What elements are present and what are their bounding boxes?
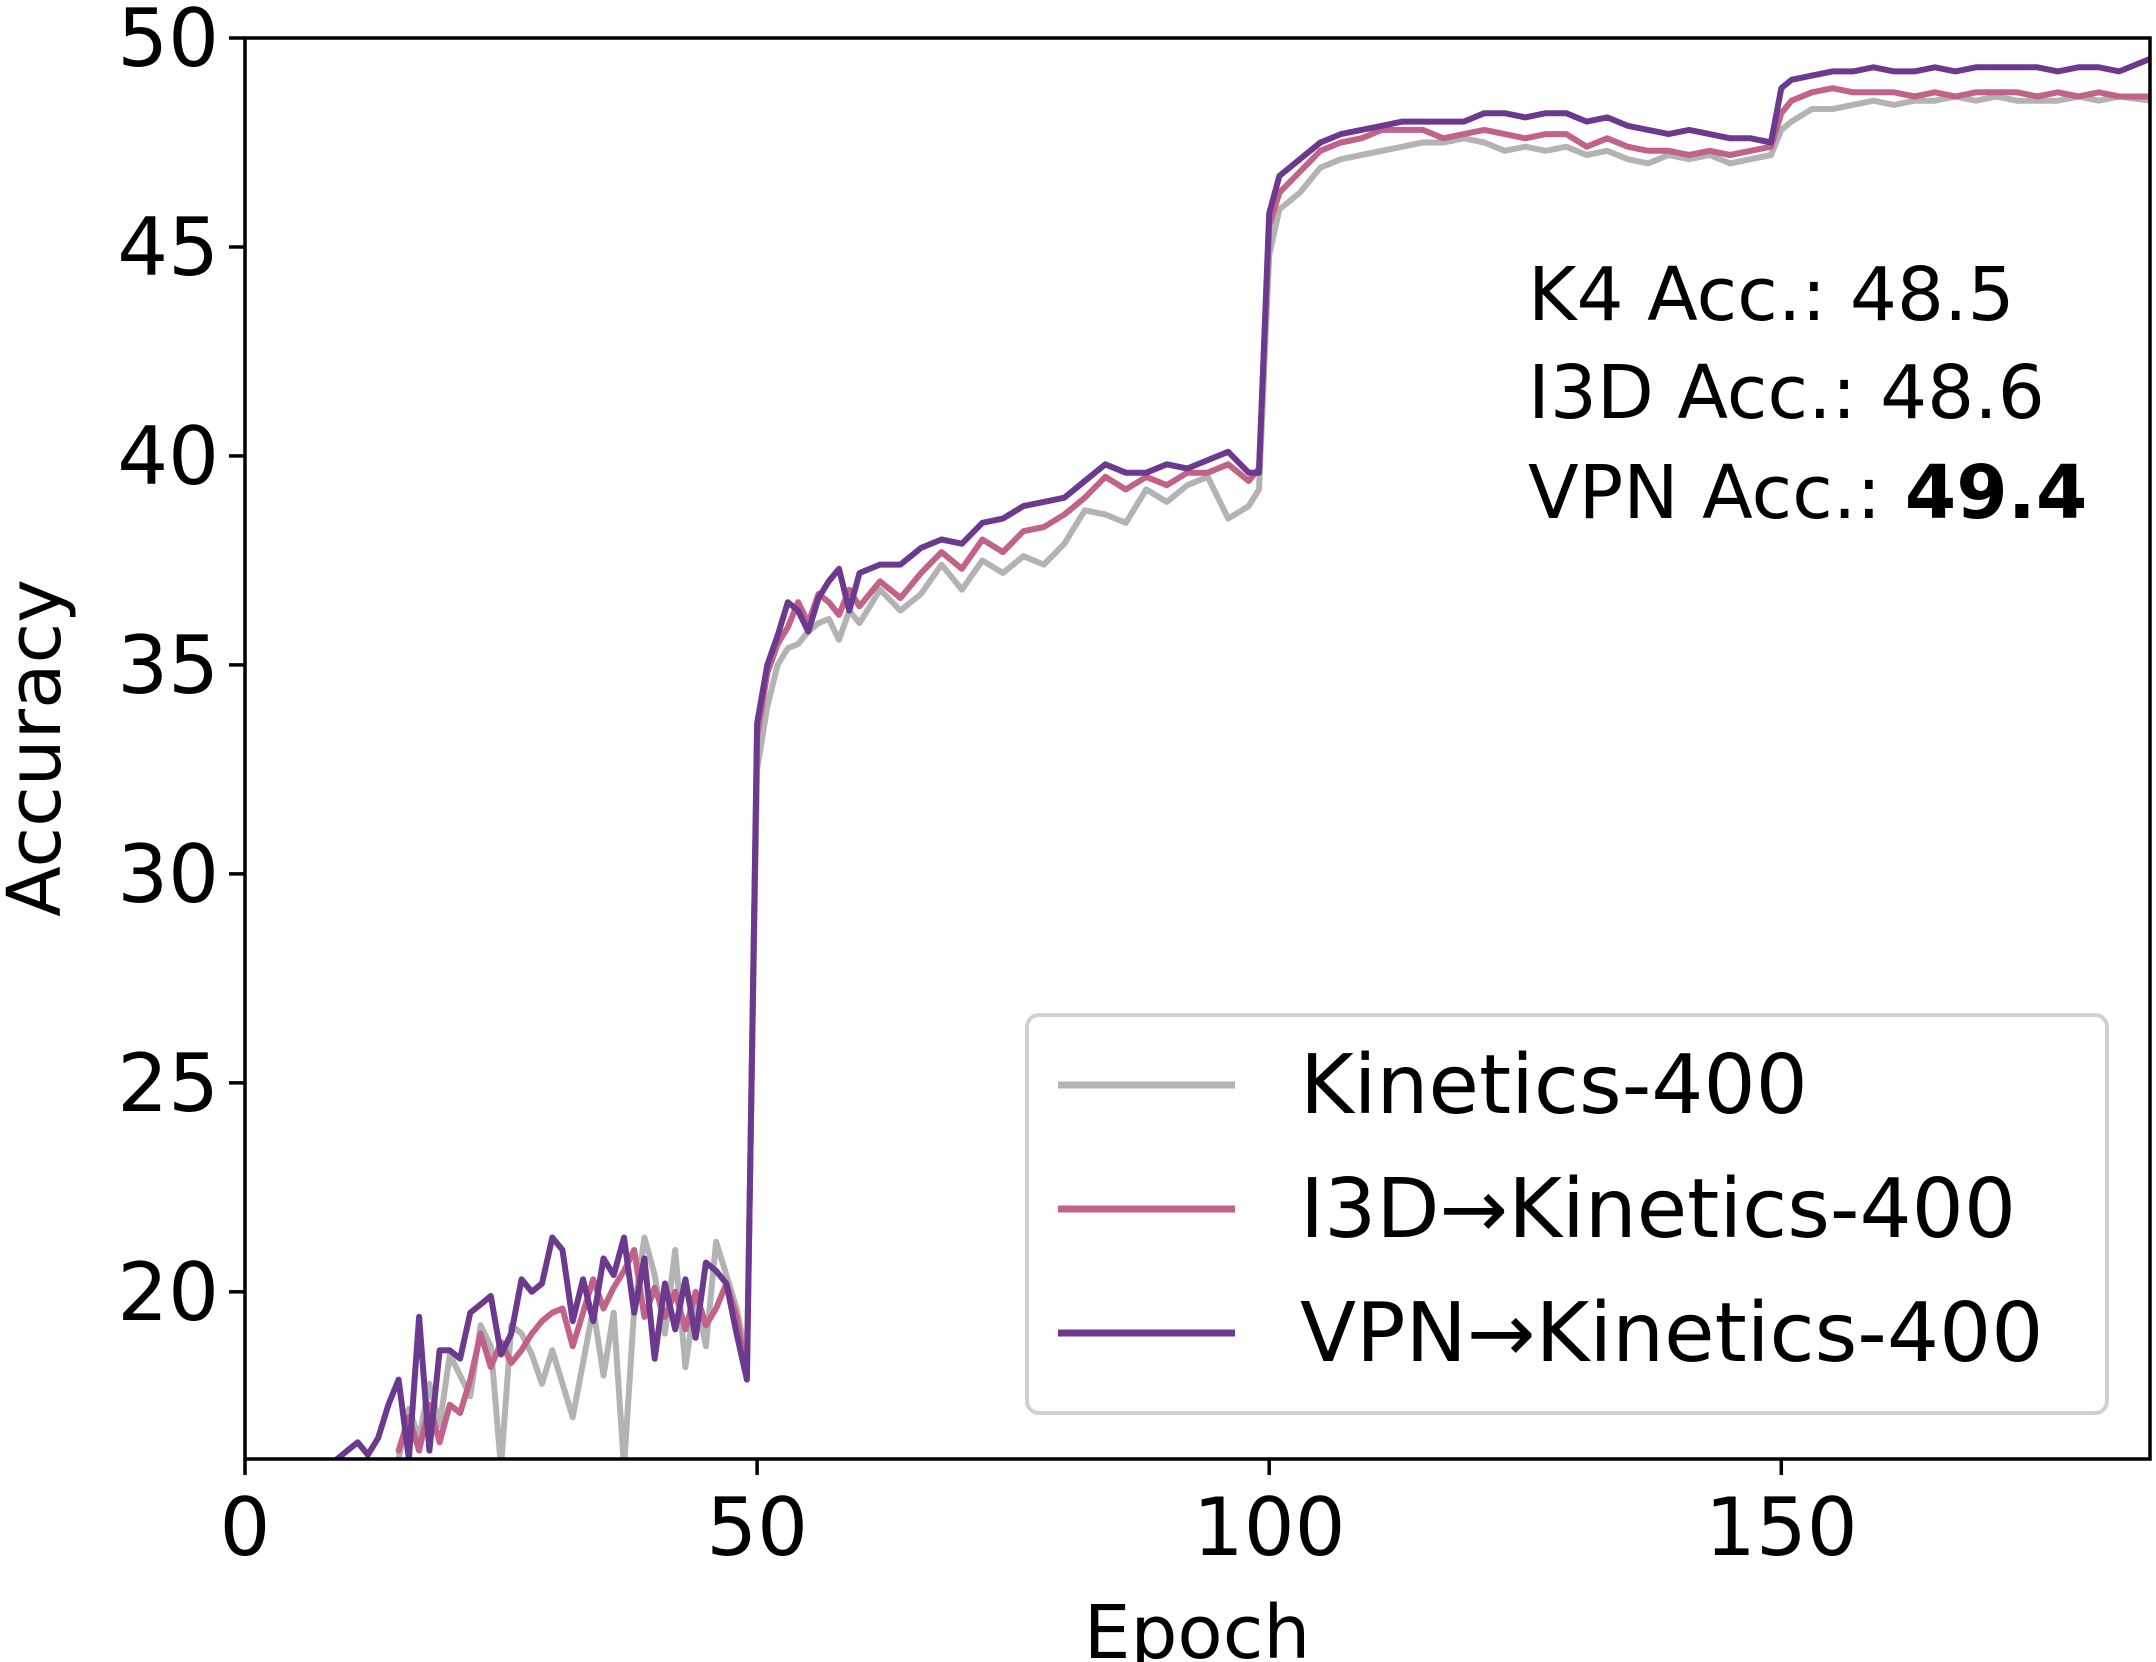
- y-tick-label: 35: [117, 619, 219, 712]
- plot-frame: [243, 36, 2152, 1461]
- legend-box: [1025, 1013, 2109, 1415]
- y-tick-label: 50: [117, 0, 219, 85]
- accuracy-annotation: K4 Acc.: 48.5 I3D Acc.: 48.6 VPN Acc.: 4…: [1528, 252, 2087, 536]
- annot-k4-value: 48.5: [1850, 252, 2015, 338]
- legend: Kinetics-400 I3D→Kinetics-400 VPN→Kineti…: [1025, 1013, 2109, 1415]
- series-line-kinetics-400: [395, 93, 2150, 1459]
- series-layer: [334, 55, 2150, 1459]
- legend-label-kinetics: Kinetics-400: [1300, 1038, 1808, 1133]
- x-tick-label: 0: [220, 1481, 271, 1574]
- x-axis-title: Epoch: [1084, 1590, 1311, 1662]
- legend-label-vpn: VPN→Kinetics-400: [1300, 1286, 2043, 1381]
- annot-k4-label: K4 Acc.:: [1528, 252, 1850, 338]
- y-axis-title: Accuracy: [0, 579, 78, 917]
- annot-vpn-value: 49.4: [1905, 450, 2088, 536]
- series-line-vpn-kinetics-400: [334, 55, 2150, 1459]
- legend-label-i3d: I3D→Kinetics-400: [1300, 1162, 2016, 1257]
- x-tick-label: 150: [1705, 1481, 1858, 1574]
- y-tick-label: 45: [117, 201, 219, 294]
- annot-vpn: VPN Acc.: 49.4: [1528, 450, 2087, 536]
- x-tick-label: 50: [706, 1481, 808, 1574]
- y-tick-label: 20: [117, 1246, 219, 1339]
- x-axis-ticks: 0 50 100 150: [220, 1459, 1858, 1574]
- annot-k4: K4 Acc.: 48.5: [1528, 252, 2015, 338]
- x-tick-label: 100: [1193, 1481, 1346, 1574]
- annot-i3d-value: 48.6: [1880, 350, 2045, 436]
- annot-i3d-label: I3D Acc.:: [1528, 350, 1880, 436]
- y-tick-label: 25: [117, 1037, 219, 1130]
- annot-vpn-label: VPN Acc.:: [1528, 450, 1905, 536]
- y-tick-label: 30: [117, 828, 219, 921]
- y-tick-label: 40: [117, 410, 219, 503]
- y-axis-ticks: 20 25 30 35 40 45 50: [117, 0, 245, 1339]
- annot-i3d: I3D Acc.: 48.6: [1528, 350, 2045, 436]
